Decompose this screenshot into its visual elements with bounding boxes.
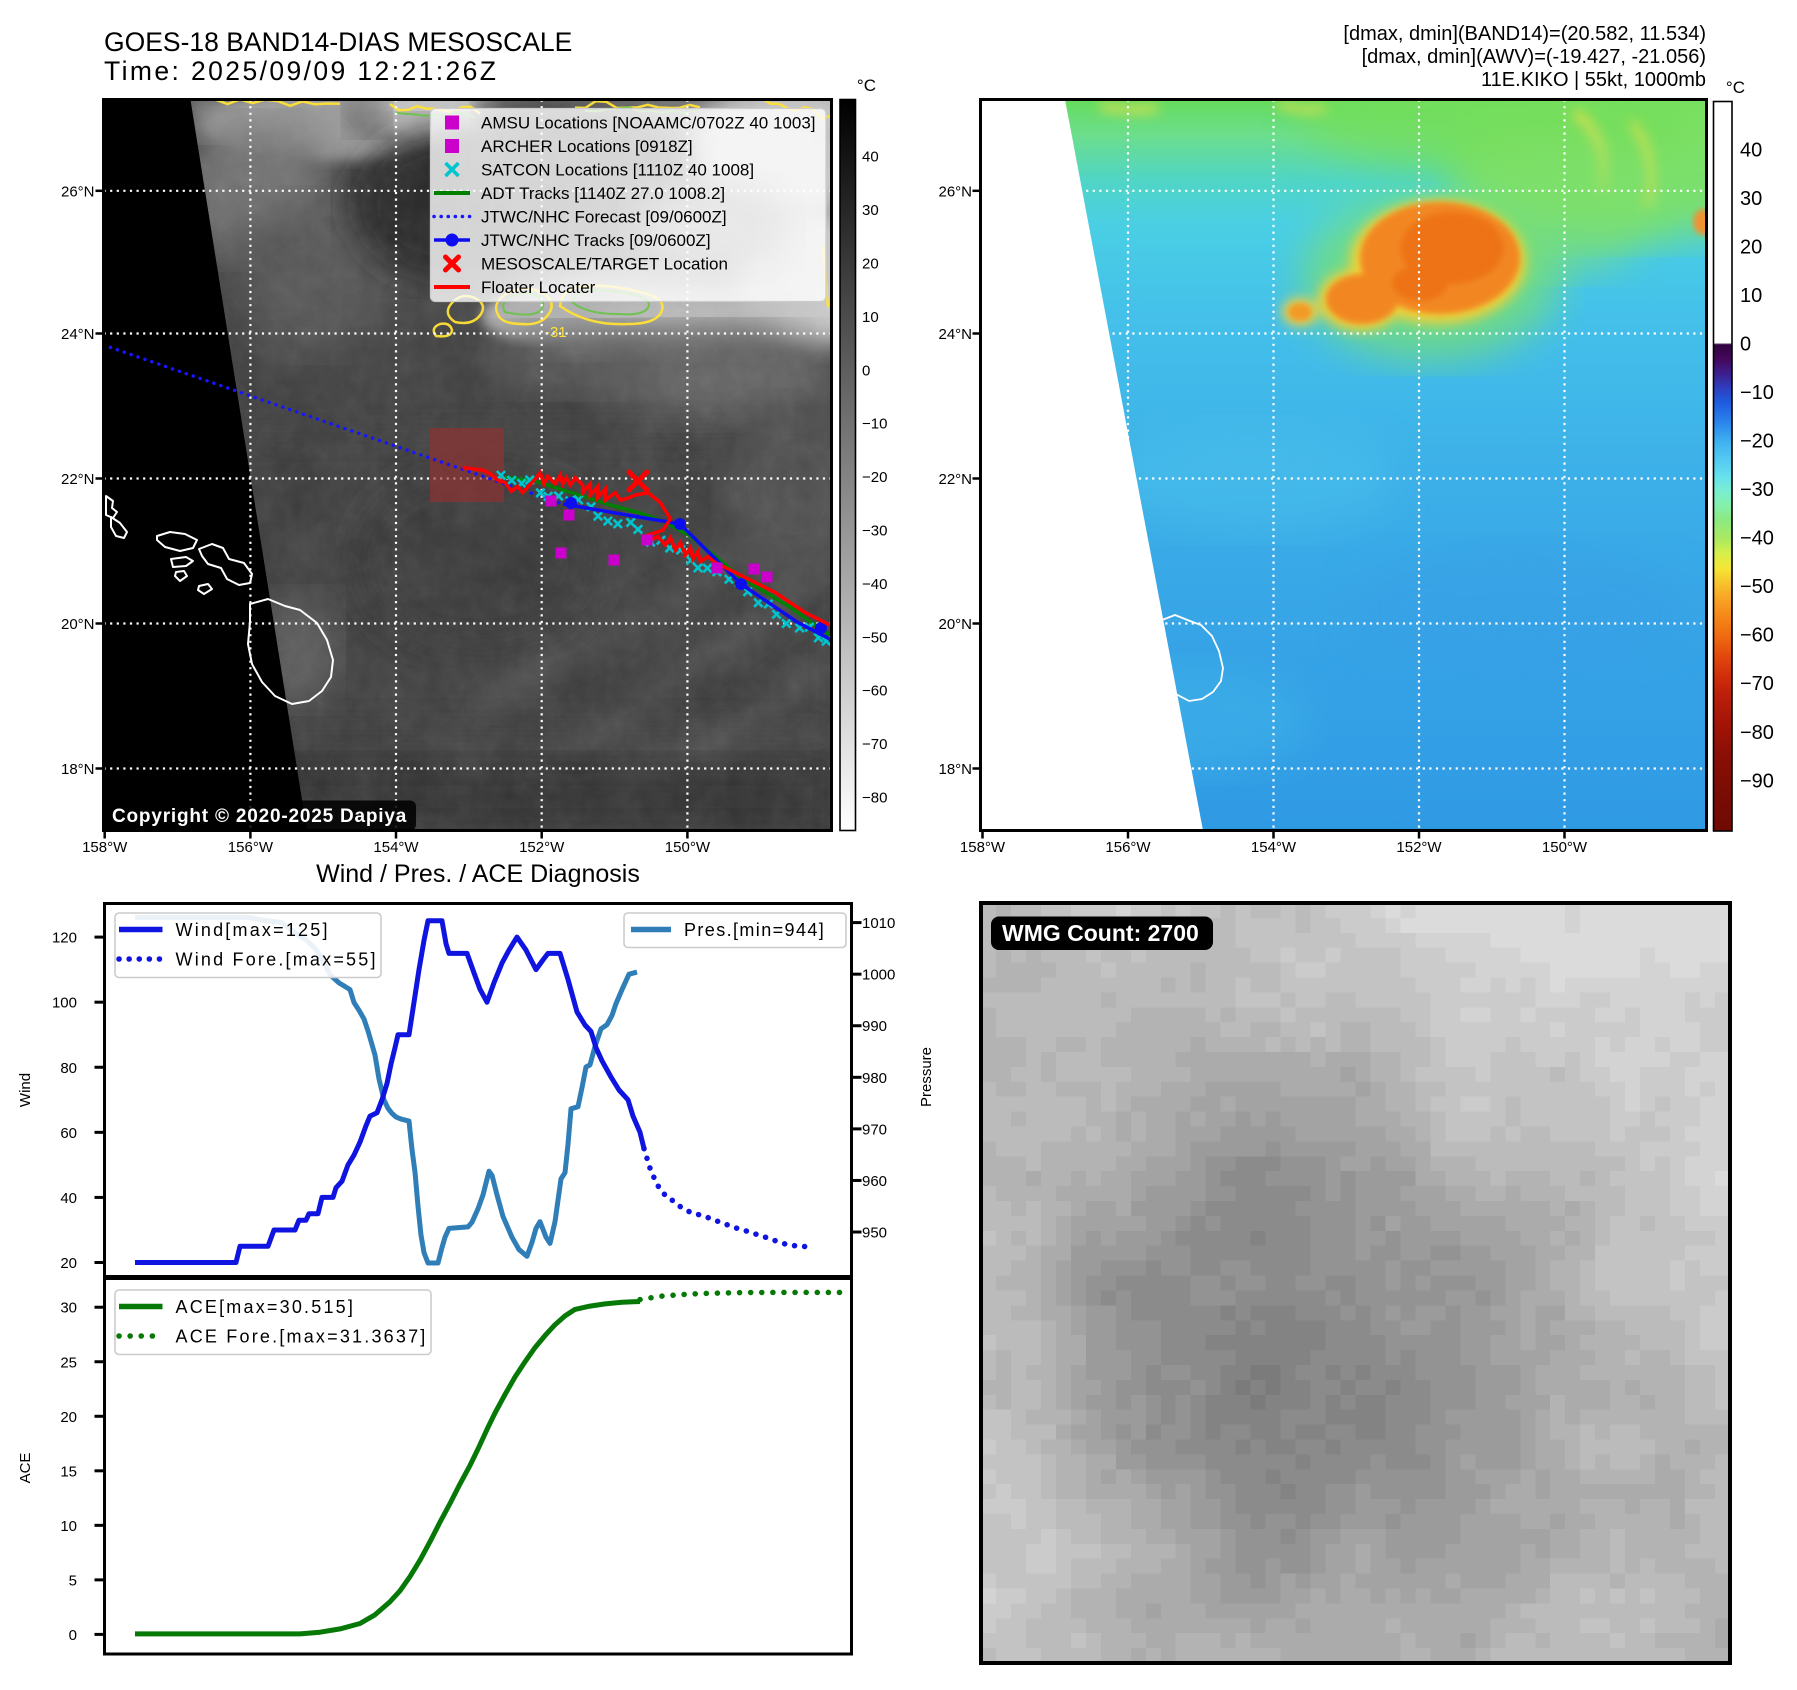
svg-text:18°N: 18°N [61, 761, 95, 778]
svg-text:40: 40 [862, 149, 879, 166]
svg-text:60: 60 [60, 1125, 77, 1142]
svg-text:30: 30 [60, 1300, 77, 1317]
svg-text:980: 980 [862, 1070, 887, 1087]
svg-text:150°W: 150°W [1542, 839, 1588, 856]
svg-text:[dmax, dmin](AWV)=(-19.427, -2: [dmax, dmin](AWV)=(-19.427, -21.056) [1362, 46, 1706, 68]
svg-text:20: 20 [1740, 237, 1762, 259]
svg-text:26°N: 26°N [61, 183, 95, 200]
svg-text:1000: 1000 [862, 967, 895, 984]
svg-text:22°N: 22°N [61, 471, 95, 488]
svg-text:JTWC/NHC Forecast [09/0600Z]: JTWC/NHC Forecast [09/0600Z] [481, 208, 727, 227]
svg-text:10: 10 [1740, 285, 1762, 307]
svg-text:20°N: 20°N [61, 616, 95, 633]
svg-text:ARCHER Locations [0918Z]: ARCHER Locations [0918Z] [481, 137, 693, 156]
svg-text:ADT Tracks [1140Z 27.0 1008.2]: ADT Tracks [1140Z 27.0 1008.2] [481, 184, 725, 203]
svg-text:970: 970 [862, 1121, 887, 1138]
svg-text:−30: −30 [862, 523, 887, 540]
svg-text:−60: −60 [862, 683, 887, 700]
svg-text:950: 950 [862, 1225, 887, 1242]
svg-text:20°N: 20°N [938, 616, 972, 633]
svg-text:156°W: 156°W [1105, 839, 1151, 856]
svg-text:0: 0 [862, 362, 870, 379]
svg-text:10: 10 [862, 309, 879, 326]
svg-text:100: 100 [52, 995, 77, 1012]
svg-text:20: 20 [60, 1255, 77, 1272]
svg-text:SATCON Locations [1110Z 40 100: SATCON Locations [1110Z 40 1008] [481, 161, 754, 180]
svg-text:−50: −50 [1740, 576, 1774, 598]
svg-text:20: 20 [60, 1409, 77, 1426]
svg-text:WMG Count: 2700: WMG Count: 2700 [1002, 920, 1199, 946]
svg-text:Floater Locater: Floater Locater [481, 278, 596, 297]
svg-text:Copyright © 2020-2025 Dapiya: Copyright © 2020-2025 Dapiya [112, 806, 407, 827]
svg-text:40: 40 [60, 1190, 77, 1207]
svg-text:158°W: 158°W [82, 839, 128, 856]
svg-text:156°W: 156°W [228, 839, 274, 856]
svg-text:960: 960 [862, 1173, 887, 1190]
svg-text:30: 30 [1740, 188, 1762, 210]
svg-text:−70: −70 [1740, 673, 1774, 695]
svg-text:Wind[max=125]: Wind[max=125] [176, 920, 330, 940]
svg-text:22°N: 22°N [938, 471, 972, 488]
svg-text:Wind / Pres. / ACE Diagnosis: Wind / Pres. / ACE Diagnosis [316, 860, 640, 888]
svg-text:0: 0 [1740, 334, 1751, 356]
svg-text:−90: −90 [1740, 770, 1774, 792]
svg-text:10: 10 [60, 1518, 77, 1535]
svg-text:ACE[max=30.515]: ACE[max=30.515] [176, 1297, 356, 1317]
svg-text:Pres.[min=944]: Pres.[min=944] [684, 920, 825, 940]
svg-text:MESOSCALE/TARGET Location: MESOSCALE/TARGET Location [481, 255, 728, 274]
svg-text:5: 5 [69, 1572, 77, 1589]
svg-text:−10: −10 [1740, 382, 1774, 404]
svg-text:24°N: 24°N [938, 326, 972, 343]
svg-text:−50: −50 [862, 629, 887, 646]
svg-text:18°N: 18°N [938, 761, 972, 778]
svg-text:−10: −10 [862, 416, 887, 433]
svg-text:−60: −60 [1740, 625, 1774, 647]
svg-text:JTWC/NHC Tracks [09/0600Z]: JTWC/NHC Tracks [09/0600Z] [481, 231, 711, 250]
svg-text:152°W: 152°W [1396, 839, 1442, 856]
svg-text:120: 120 [52, 930, 77, 947]
svg-text:ACE Fore.[max=31.3637]: ACE Fore.[max=31.3637] [176, 1327, 428, 1347]
svg-text:°C: °C [1726, 78, 1745, 97]
svg-text:−80: −80 [1740, 722, 1774, 744]
svg-text:Pressure: Pressure [918, 1047, 935, 1107]
svg-text:990: 990 [862, 1018, 887, 1035]
svg-text:40: 40 [1740, 139, 1762, 161]
svg-text:°C: °C [857, 76, 876, 95]
svg-text:ACE: ACE [17, 1453, 34, 1484]
svg-text:GOES-18 BAND14-DIAS MESOSCALE: GOES-18 BAND14-DIAS MESOSCALE [104, 27, 572, 57]
svg-text:11E.KIKO | 55kt, 1000mb: 11E.KIKO | 55kt, 1000mb [1481, 69, 1706, 91]
svg-text:−80: −80 [862, 790, 887, 807]
svg-text:25: 25 [60, 1354, 77, 1371]
svg-text:20: 20 [862, 256, 879, 273]
svg-text:15: 15 [60, 1463, 77, 1480]
svg-text:30: 30 [862, 202, 879, 219]
svg-text:−40: −40 [862, 576, 887, 593]
svg-text:154°W: 154°W [1251, 839, 1297, 856]
svg-text:0: 0 [69, 1627, 77, 1644]
svg-text:−40: −40 [1740, 528, 1774, 550]
svg-text:1010: 1010 [862, 915, 895, 932]
svg-text:Wind: Wind [17, 1073, 34, 1107]
svg-text:−20: −20 [1740, 431, 1774, 453]
svg-text:150°W: 150°W [665, 839, 711, 856]
svg-text:152°W: 152°W [519, 839, 565, 856]
svg-text:26°N: 26°N [938, 183, 972, 200]
svg-text:Wind Fore.[max=55]: Wind Fore.[max=55] [176, 950, 378, 970]
svg-text:Time: 2025/09/09 12:21:26Z: Time: 2025/09/09 12:21:26Z [104, 56, 498, 86]
svg-text:-31: -31 [545, 324, 567, 341]
svg-text:80: 80 [60, 1060, 77, 1077]
svg-text:154°W: 154°W [373, 839, 419, 856]
svg-text:24°N: 24°N [61, 326, 95, 343]
svg-text:−20: −20 [862, 469, 887, 486]
svg-text:158°W: 158°W [960, 839, 1006, 856]
svg-text:−70: −70 [862, 736, 887, 753]
svg-text:−30: −30 [1740, 479, 1774, 501]
svg-text:AMSU Locations [NOAAMC/0702Z 4: AMSU Locations [NOAAMC/0702Z 40 1003] [481, 114, 816, 133]
svg-text:[dmax, dmin](BAND14)=(20.582,: [dmax, dmin](BAND14)=(20.582, 11.534) [1343, 23, 1706, 45]
